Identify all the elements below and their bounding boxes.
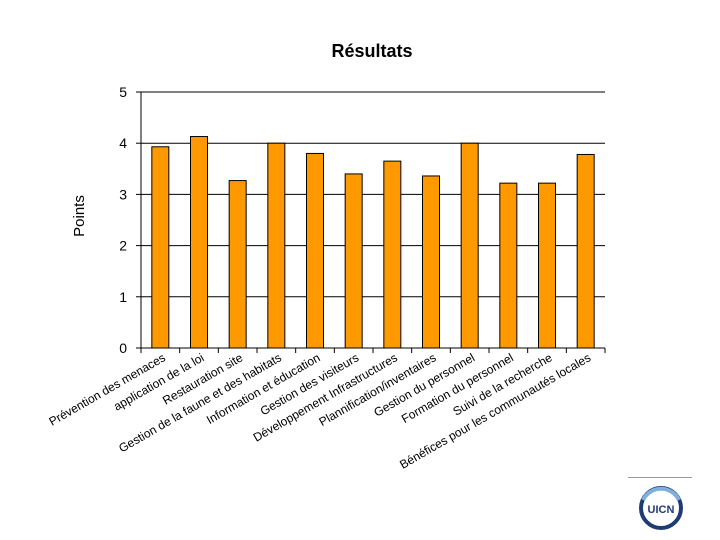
chart-title: Résultats — [331, 41, 412, 61]
y-tick-label-0: 0 — [119, 340, 127, 356]
uicn-logo-icon: UICN — [639, 486, 683, 530]
logo-text: UICN — [648, 504, 675, 516]
y-tick-label-1: 1 — [119, 289, 127, 305]
bar-8 — [422, 175, 440, 349]
bar-7 — [383, 160, 402, 349]
bar-11 — [538, 182, 556, 349]
y-tick-label-2: 2 — [119, 238, 127, 254]
uicn-logo: UICN — [628, 476, 692, 538]
bar-3 — [228, 180, 247, 349]
bar-9 — [460, 142, 479, 349]
x-tick-marks — [140, 348, 606, 353]
gridlines — [141, 91, 605, 298]
bar-4 — [267, 142, 286, 349]
logo-divider — [628, 477, 692, 478]
bar-12 — [576, 153, 595, 349]
bar-1 — [151, 146, 170, 349]
bar-2 — [190, 136, 208, 349]
y-axis-label: Points — [71, 195, 88, 237]
bar-10 — [499, 182, 518, 349]
bar-5 — [306, 152, 324, 349]
y-tick-label-3: 3 — [119, 186, 127, 202]
y-tick-labels: 0 1 2 3 4 5 — [119, 84, 127, 356]
logo-arc — [641, 486, 681, 501]
logo-text-bg — [646, 502, 676, 515]
bar-6 — [344, 173, 363, 349]
y-tick-label-4: 4 — [119, 135, 127, 151]
y-tick-label-5: 5 — [119, 84, 127, 100]
bars — [151, 136, 595, 349]
